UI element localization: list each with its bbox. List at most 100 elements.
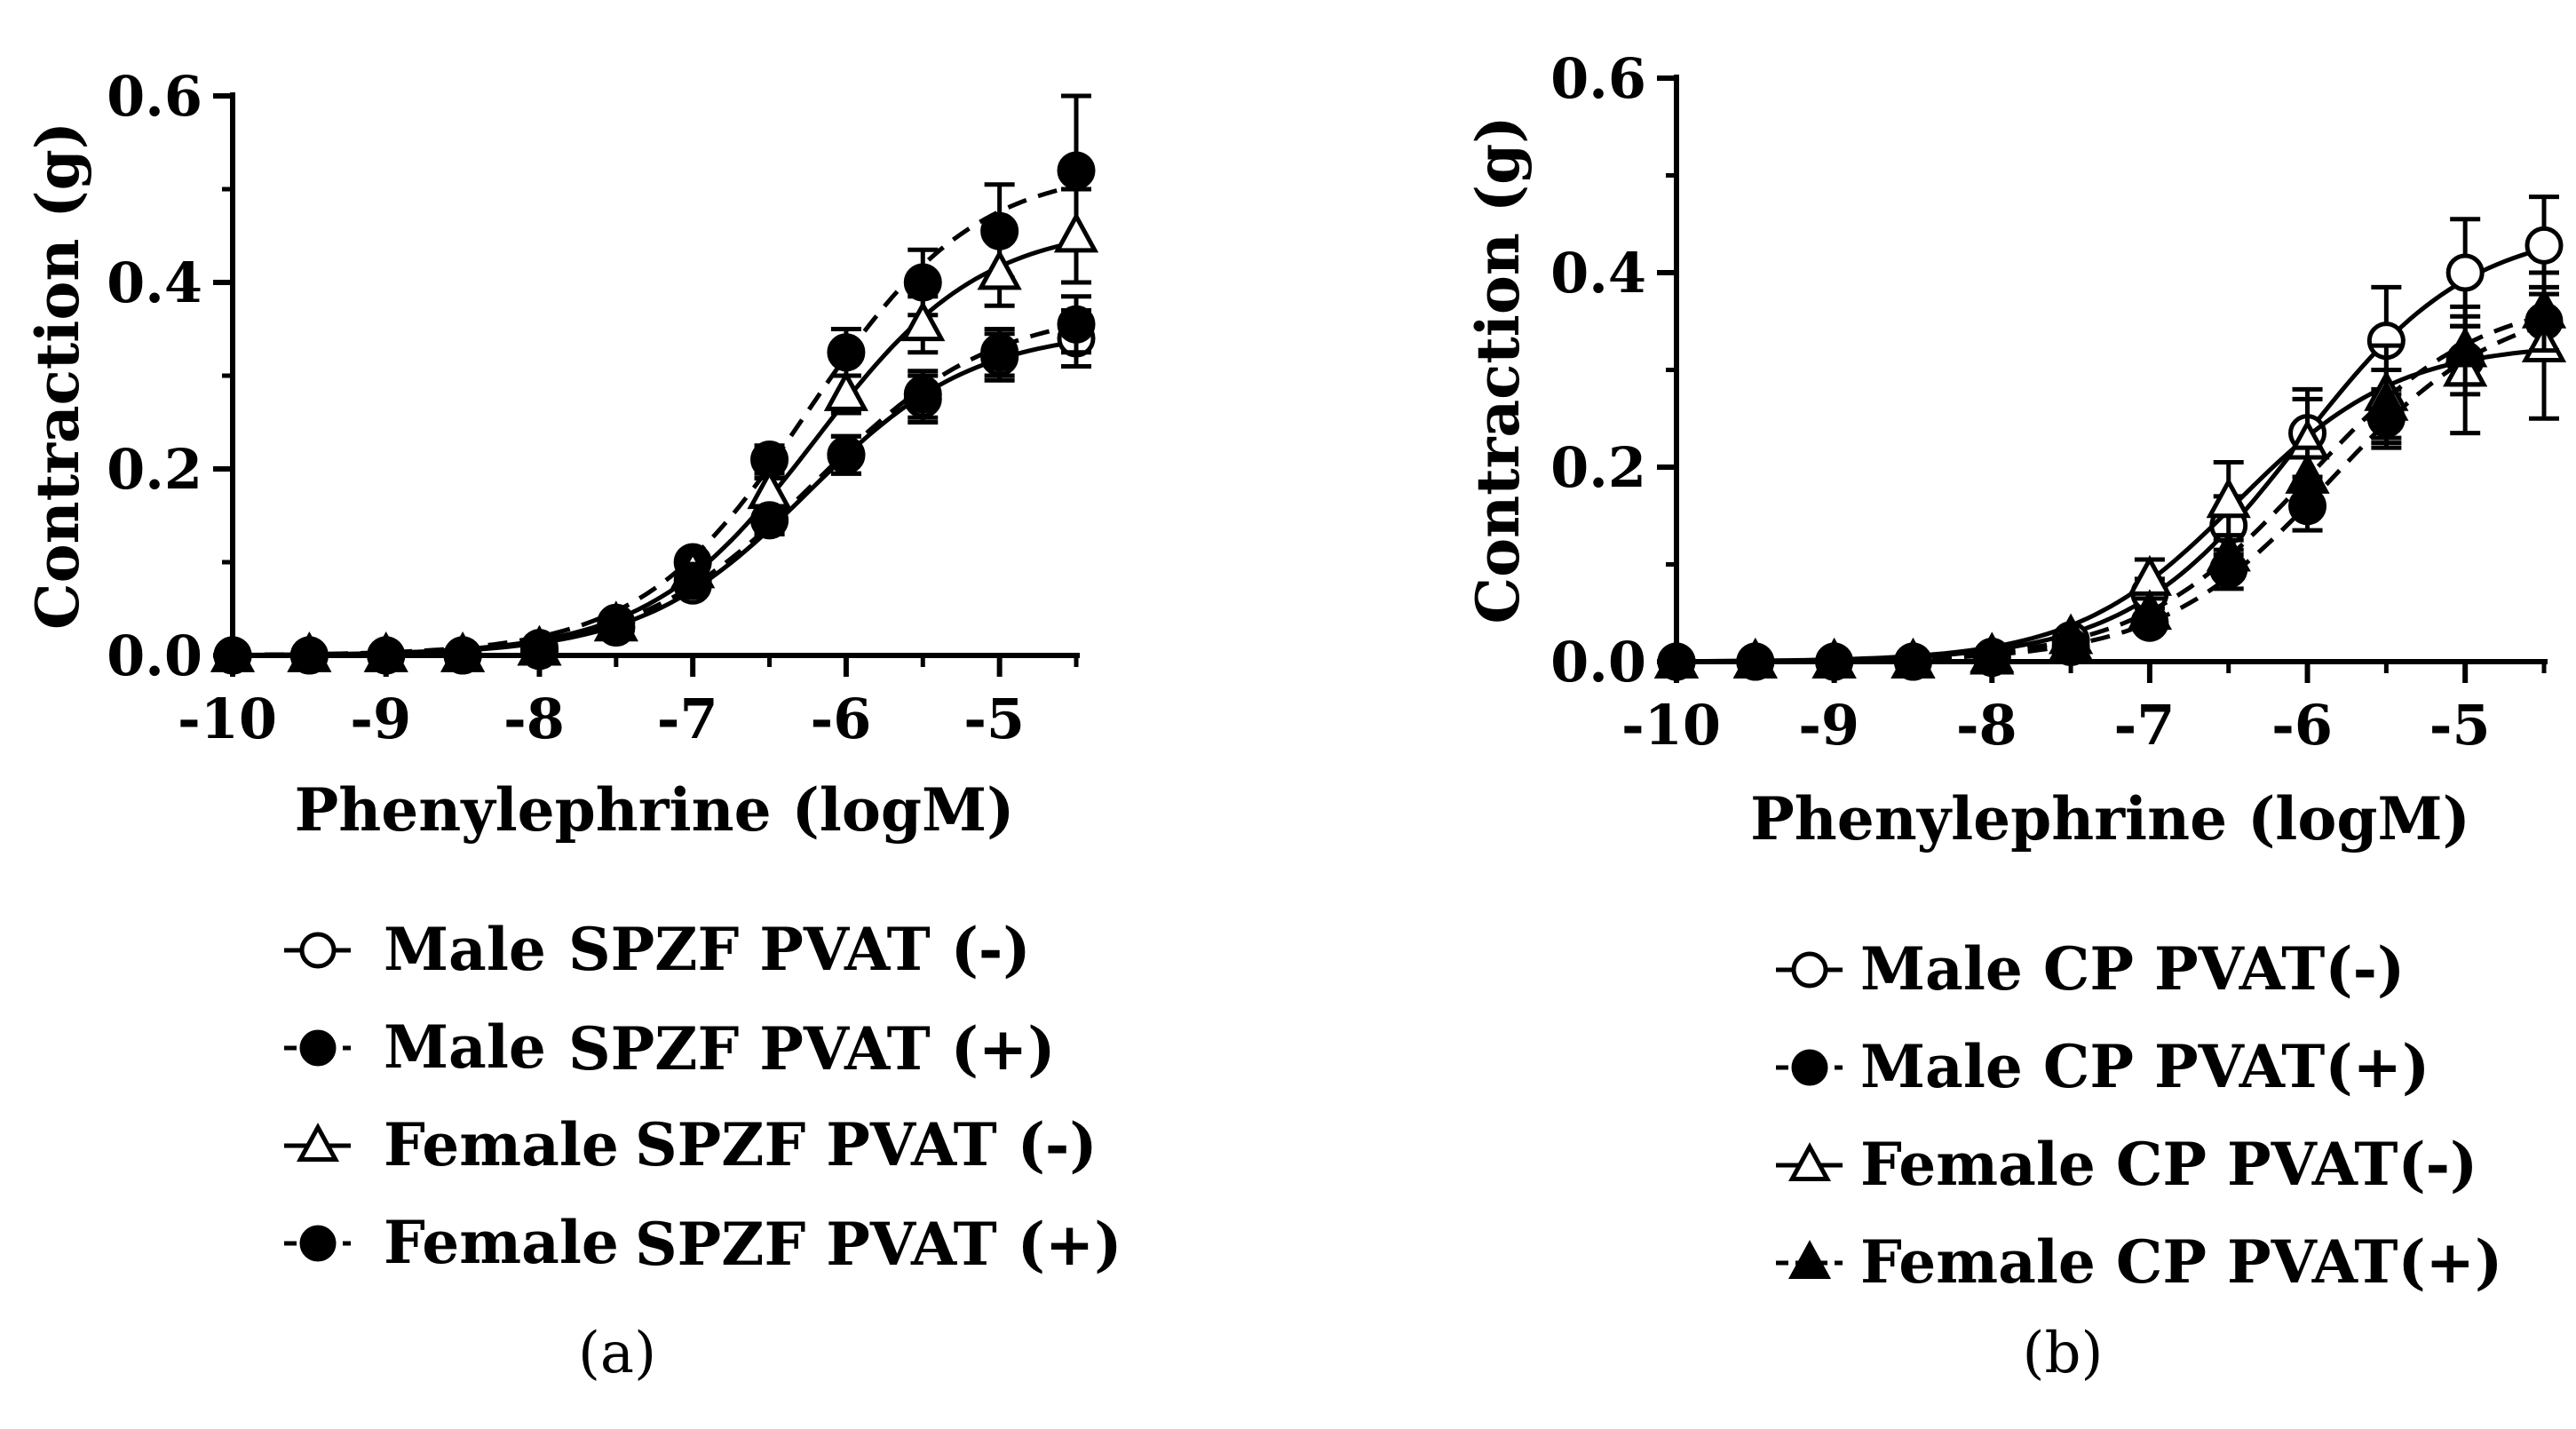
series-2	[1653, 270, 2567, 679]
y-tick-label: 0.6	[1550, 46, 1646, 111]
legend-marker	[1787, 1240, 1832, 1280]
data-point	[443, 636, 482, 675]
data-point	[2285, 452, 2330, 494]
legend-group-label: SPZF PVAT (-)	[568, 915, 1031, 984]
data-point	[673, 561, 712, 600]
legend-item-1: Male CP PVAT(+)	[1776, 1032, 2429, 1101]
y-axis-title: Contraction (g)	[1463, 116, 1533, 624]
y-tick-label: 0.4	[107, 250, 202, 315]
legend-marker	[1791, 951, 1828, 988]
data-point	[2443, 326, 2488, 368]
y-tick-label: 0.0	[1550, 630, 1646, 695]
x-tick-label: -10	[178, 687, 277, 751]
y-tick-label: 0.4	[1550, 241, 1646, 306]
y-axis-title: Contraction (g)	[23, 122, 92, 630]
data-point	[2521, 287, 2567, 329]
y-tick-label: 0.2	[1550, 435, 1646, 500]
x-tick-label: -9	[350, 687, 411, 751]
legend-item-2: Female CP PVAT(-)	[1776, 1130, 2477, 1199]
series-3	[1653, 270, 2567, 679]
data-point	[2048, 620, 2094, 662]
legend-marker	[299, 1029, 337, 1067]
series-1	[213, 93, 1096, 675]
data-point	[903, 375, 942, 414]
data-point	[980, 333, 1019, 372]
series-line	[232, 183, 1077, 657]
data-point	[827, 333, 866, 372]
data-point	[2127, 589, 2173, 631]
legend-marker	[299, 1225, 337, 1262]
legend-marker	[296, 1123, 340, 1163]
data-point	[2127, 554, 2173, 596]
data-point	[827, 435, 866, 474]
data-point	[1053, 211, 1099, 253]
legend-marker	[1787, 1142, 1832, 1182]
x-tick-label: -7	[2113, 693, 2175, 758]
legend-label: Male	[384, 1012, 546, 1082]
x-tick-label: -8	[503, 687, 565, 751]
series-3	[213, 294, 1096, 675]
data-point	[900, 300, 946, 342]
data-point	[289, 636, 329, 675]
series-line	[232, 240, 1077, 658]
legend-group-label: SPZF PVAT (+)	[568, 1014, 1055, 1084]
y-tick-label: 0.0	[107, 623, 202, 688]
x-tick-label: -6	[810, 687, 871, 751]
data-point	[2364, 379, 2409, 421]
x-tick-label: -8	[1956, 693, 2017, 758]
legend-label: Female CP PVAT(-)	[1860, 1130, 2477, 1199]
series-line	[233, 323, 1077, 657]
y-tick-label: 0.6	[107, 64, 202, 129]
data-point	[1732, 637, 1778, 679]
legend-label: Female CP PVAT(+)	[1860, 1227, 2502, 1297]
legend-item-1: Male SPZF PVAT (+)	[284, 1012, 1055, 1084]
legend-marker	[1791, 1049, 1828, 1086]
data-point	[2524, 226, 2564, 265]
series-0	[213, 308, 1096, 675]
series-2	[210, 187, 1099, 672]
data-point	[1057, 151, 1096, 190]
x-tick-label: -7	[657, 687, 718, 751]
data-point	[977, 249, 1022, 290]
x-axis-title: Phenylephrine (logM)	[1750, 784, 2470, 853]
series-line	[1676, 347, 2545, 664]
data-point	[2206, 530, 2251, 572]
x-tick-label: -5	[2429, 693, 2491, 758]
x-tick-label: -9	[1798, 693, 1859, 758]
x-tick-label: -6	[2271, 693, 2333, 758]
legend-group-label: SPZF PVAT (+)	[635, 1210, 1122, 1279]
data-point	[823, 369, 869, 411]
data-point	[2206, 477, 2251, 519]
legend-group-label: SPZF PVAT (-)	[635, 1110, 1098, 1179]
legend-item-3: Female CP PVAT(+)	[1776, 1227, 2502, 1297]
x-axis-title: Phenylephrine (logM)	[295, 775, 1015, 845]
chart-panel-b: 0.0 0.2 0.4 0.6 -10 -9 -8 -7 -6 -5 Contraction (g)…	[1463, 46, 2567, 1386]
data-point	[1970, 633, 2015, 675]
data-point	[750, 501, 789, 540]
legend-item-2: Female SPZF PVAT (-)	[284, 1110, 1098, 1179]
x-tick-label: -10	[1621, 693, 1721, 758]
data-point	[519, 631, 559, 671]
legend-label: Female	[384, 1110, 619, 1179]
panel-caption: (a)	[578, 1321, 656, 1386]
legend-item-3: Female SPZF PVAT (+)	[284, 1208, 1122, 1279]
data-point	[1653, 637, 1700, 679]
panel-caption: (b)	[2023, 1321, 2104, 1386]
legend-marker	[299, 932, 337, 969]
data-point	[1811, 637, 1857, 679]
data-point	[1057, 305, 1096, 344]
data-point	[2445, 253, 2485, 292]
legend-item-0: Male SPZF PVAT (-)	[284, 915, 1031, 984]
y-tick-label: 0.2	[107, 437, 202, 502]
chart-panel-a: 0.0 0.2 0.4 0.6 -10 -9 -8 -7 -6 -5 Contraction (g)…	[23, 64, 1122, 1386]
data-point	[367, 636, 406, 675]
legend-label: Male CP PVAT(-)	[1860, 934, 2405, 1004]
x-tick-label: -5	[963, 687, 1025, 751]
data-point	[1890, 637, 1936, 679]
series-line	[1676, 314, 2545, 664]
legend-label: Male	[384, 915, 546, 984]
legend-item-0: Male CP PVAT(-)	[1776, 934, 2405, 1004]
legend-label: Male CP PVAT(+)	[1860, 1032, 2429, 1101]
series-line	[1676, 246, 2545, 664]
